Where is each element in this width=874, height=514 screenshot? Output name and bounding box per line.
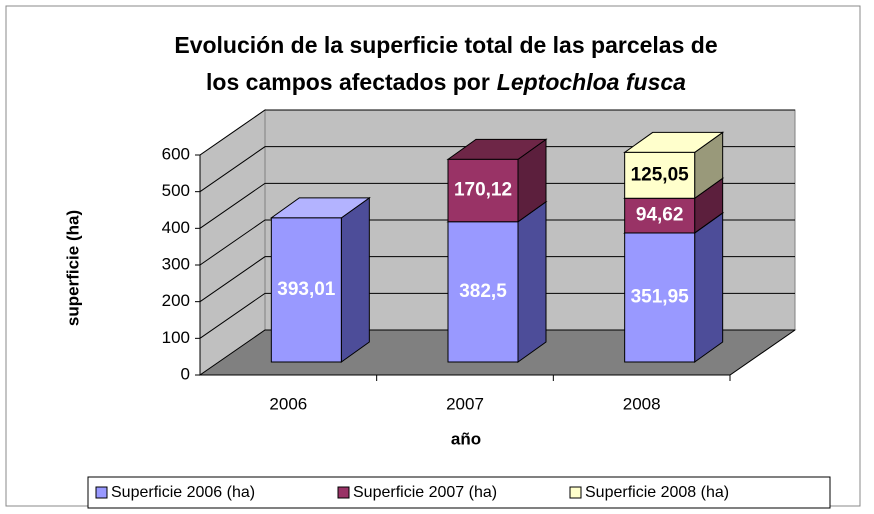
- y-tick-label: 100: [162, 328, 190, 347]
- x-axis-label: año: [451, 429, 481, 448]
- grid-line: [199, 182, 795, 229]
- x-tick-label: 2008: [623, 394, 661, 413]
- legend-label: Superficie 2008 (ha): [585, 484, 729, 501]
- y-tick-label: 300: [162, 254, 190, 273]
- y-tick-label: 500: [162, 181, 190, 200]
- x-tick-label: 2007: [446, 394, 484, 413]
- chart-title-italic: Leptochloa fusca: [497, 69, 686, 95]
- data-label: 170,12: [454, 180, 512, 201]
- y-tick-label: 200: [162, 291, 190, 310]
- bar: [270, 217, 342, 363]
- y-tick-label: 400: [162, 218, 190, 237]
- data-label: 351,95: [631, 286, 690, 307]
- bar: [447, 158, 519, 223]
- legend-swatch: [95, 486, 108, 499]
- bar: [624, 232, 696, 363]
- grid-line: [199, 109, 795, 156]
- bar: [624, 151, 696, 199]
- legend-label: Superficie 2006 (ha): [111, 484, 255, 501]
- bar-side: [694, 211, 724, 363]
- data-label: 382,5: [459, 281, 507, 302]
- legend: [87, 476, 831, 509]
- bar-side: [517, 200, 547, 363]
- y-tick-label: 600: [162, 144, 190, 163]
- x-tick-label: 2006: [269, 394, 307, 413]
- legend-label: Superficie 2007 (ha): [353, 484, 497, 501]
- grid-line: [199, 256, 795, 303]
- grid-line: [199, 146, 795, 193]
- data-label: 393,01: [277, 279, 336, 300]
- grid-line: [199, 329, 795, 376]
- bar: [447, 221, 519, 363]
- data-label: 125,05: [631, 164, 690, 185]
- data-label: 94,62: [636, 205, 684, 226]
- grid-line: [199, 292, 795, 339]
- y-tick-label: 0: [181, 364, 190, 383]
- chart-title: los campos afectados por Leptochloa fusca: [206, 69, 686, 95]
- grid-line: [199, 219, 795, 266]
- y-axis-label: superficie (ha): [63, 210, 82, 326]
- legend-swatch: [337, 486, 350, 499]
- bar: [624, 197, 696, 234]
- chart-title: Evolución de la superficie total de las …: [174, 32, 717, 58]
- legend-swatch: [569, 486, 582, 499]
- bar-side: [340, 196, 370, 363]
- chart-title-part: los campos afectados por: [206, 69, 490, 95]
